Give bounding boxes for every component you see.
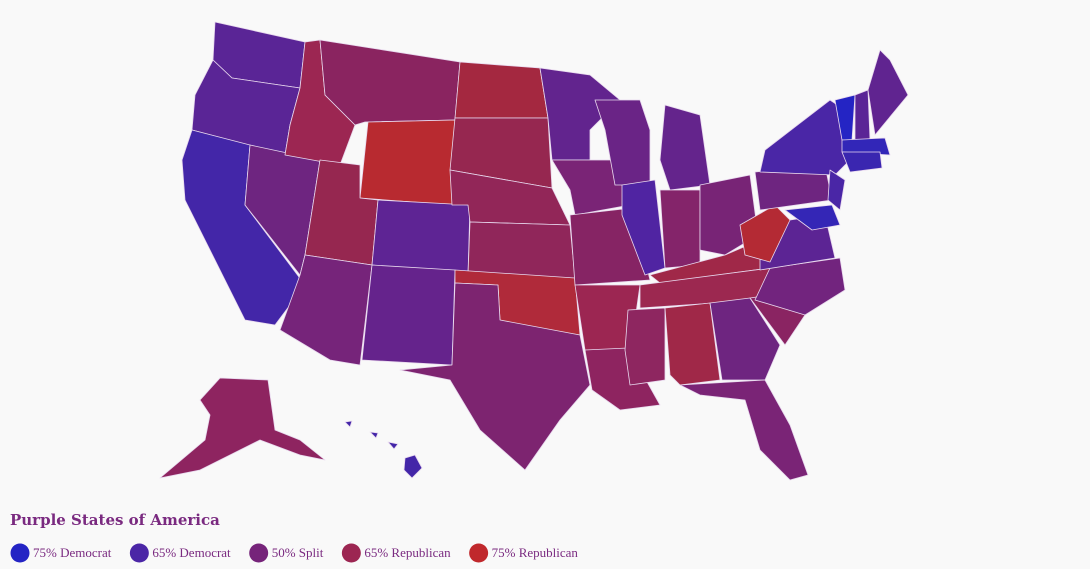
state [387, 441, 399, 450]
state [841, 151, 883, 173]
state [159, 377, 326, 479]
legend: 75% Democrat 65% Democrat 50% Split 65% Rep… [10, 543, 579, 563]
state [359, 119, 456, 206]
state [841, 137, 891, 156]
legend-swatch [10, 543, 30, 563]
state [584, 347, 661, 411]
legend-swatch [341, 543, 361, 563]
legend-title: Purple States of America [10, 511, 220, 529]
state [664, 302, 721, 386]
legend-swatch [469, 543, 489, 563]
legend-swatch [249, 543, 269, 563]
state [709, 297, 781, 381]
state [344, 420, 353, 428]
state [854, 89, 871, 141]
legend-swatch [129, 543, 149, 563]
legend-label: 50% Split [272, 545, 324, 560]
states [159, 21, 909, 481]
state [827, 169, 846, 211]
state [659, 104, 711, 191]
state [754, 257, 846, 316]
state [371, 199, 471, 276]
state [369, 431, 379, 439]
state [403, 454, 423, 479]
legend-label: 65% Democrat [152, 545, 231, 560]
state [551, 159, 631, 216]
state [867, 49, 909, 136]
legend-label: 75% Republican [492, 545, 579, 560]
state [621, 179, 666, 276]
state [539, 67, 621, 161]
state [454, 61, 549, 119]
state [759, 99, 851, 176]
legend-label: 65% Republican [364, 545, 451, 560]
state [361, 264, 456, 366]
state [467, 221, 576, 279]
state [784, 204, 841, 231]
state [679, 379, 809, 481]
state [624, 307, 666, 386]
legend-label: 75% Democrat [33, 545, 112, 560]
state [659, 189, 701, 269]
state [399, 282, 591, 471]
